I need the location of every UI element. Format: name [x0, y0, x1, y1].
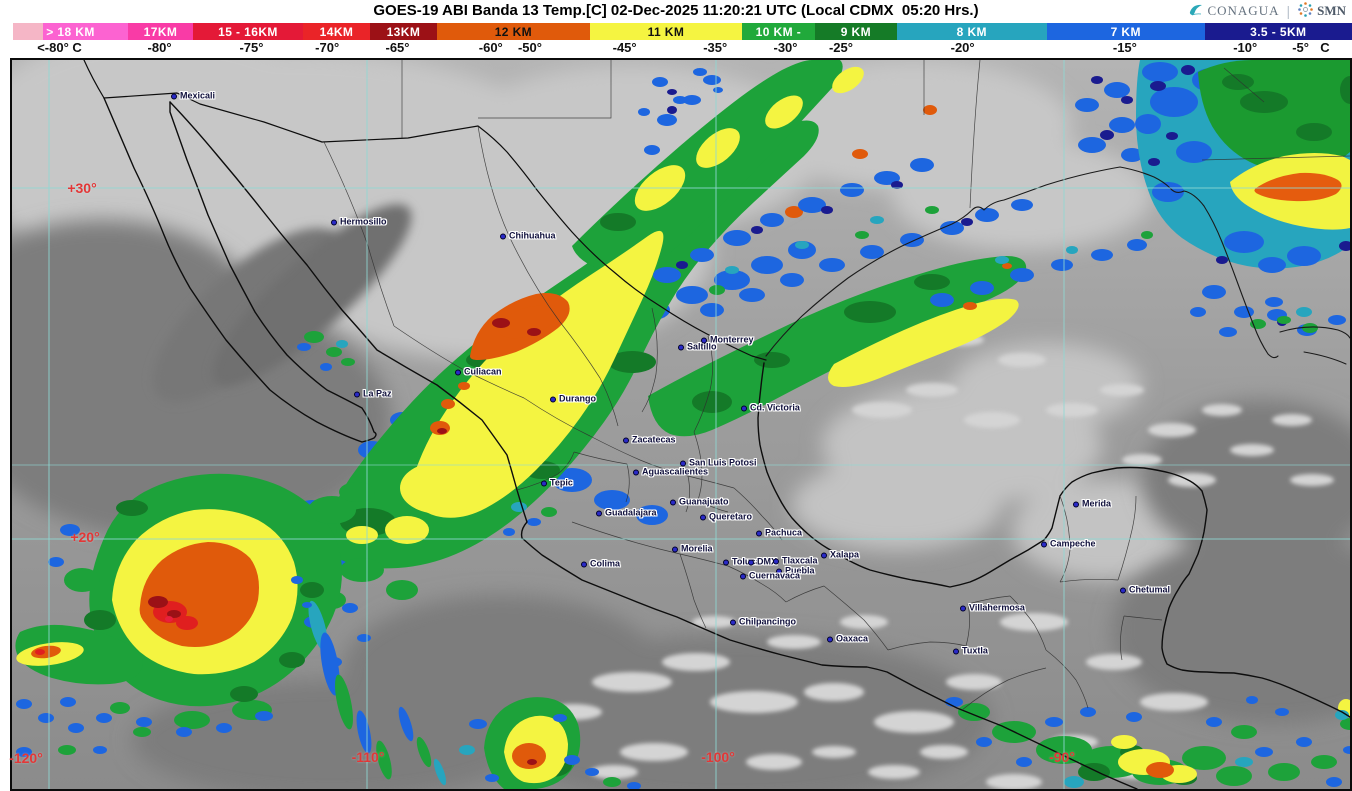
satellite-image: [12, 60, 1350, 789]
temp-label: -5°: [1292, 40, 1309, 55]
temp-label: -10°: [1233, 40, 1258, 55]
legend-segment: 11 KM: [589, 23, 742, 40]
legend-segment: 15 - 16KM: [192, 23, 304, 40]
legend-segment: 10 KM -: [741, 23, 815, 40]
storm-bottom-center: [459, 697, 641, 789]
temp-label: -30°: [773, 40, 798, 55]
temp-label: -70°: [315, 40, 340, 55]
legend-segment: 17KM: [128, 23, 193, 40]
temp-label: -80°: [147, 40, 172, 55]
page-title: GOES-19 ABI Banda 13 Temp.[C] 02-Dec-202…: [373, 2, 979, 19]
satellite-map: Mexicali Hermosillo Chihuahua Culiacan La Pa…: [9, 58, 1352, 791]
legend-segment: > 18 KM: [13, 23, 129, 40]
temp-label: -45°: [612, 40, 637, 55]
pacific-streaks: [291, 576, 447, 786]
legend-segment: 14KM: [303, 23, 370, 40]
logo-separator: |: [1286, 3, 1291, 19]
temp-label: <-80° C: [37, 40, 82, 55]
temp-label: -65°: [385, 40, 410, 55]
legend-segment: 8 KM: [896, 23, 1047, 40]
smn-label: SMN: [1317, 3, 1346, 18]
smn-swirl-icon: [1297, 1, 1314, 22]
temp-label: -20°: [950, 40, 975, 55]
temp-label: -60°: [478, 40, 503, 55]
storm-misc-specks: [297, 331, 557, 536]
temp-label: C: [1320, 40, 1330, 55]
coastline: [83, 60, 1350, 789]
legend-segment: 12 KM: [436, 23, 590, 40]
storm-pacific: [15, 473, 447, 786]
temp-label: -50°: [517, 40, 542, 55]
conagua-label: CONAGUA: [1207, 3, 1280, 18]
legend-segment: 13KM: [369, 23, 437, 40]
storm-florida: [1135, 60, 1350, 337]
conagua-logo: CONAGUA: [1188, 2, 1279, 21]
conagua-wave-icon: [1188, 2, 1204, 21]
agency-logos: CONAGUA | SMN: [1188, 1, 1346, 21]
temp-label: -75°: [239, 40, 264, 55]
storm-bottom-right: [945, 696, 1350, 788]
smn-logo: SMN: [1297, 1, 1346, 22]
legend-segment: 7 KM: [1046, 23, 1205, 40]
temp-scale: <-80° C -80° -75° -70° -65° -60° -50° -45° -35° -…: [0, 40, 1352, 57]
temp-label: -35°: [703, 40, 728, 55]
temp-label: -15°: [1112, 40, 1137, 55]
legend-bar: > 18 KM 17KM 15 - 16KM 14KM 13KM 12 KM 11 KM 10…: [13, 23, 1352, 40]
legend-segment: 3.5 - 5KM: [1204, 23, 1352, 40]
temp-label: -25°: [828, 40, 853, 55]
legend-segment: 9 KM: [814, 23, 897, 40]
